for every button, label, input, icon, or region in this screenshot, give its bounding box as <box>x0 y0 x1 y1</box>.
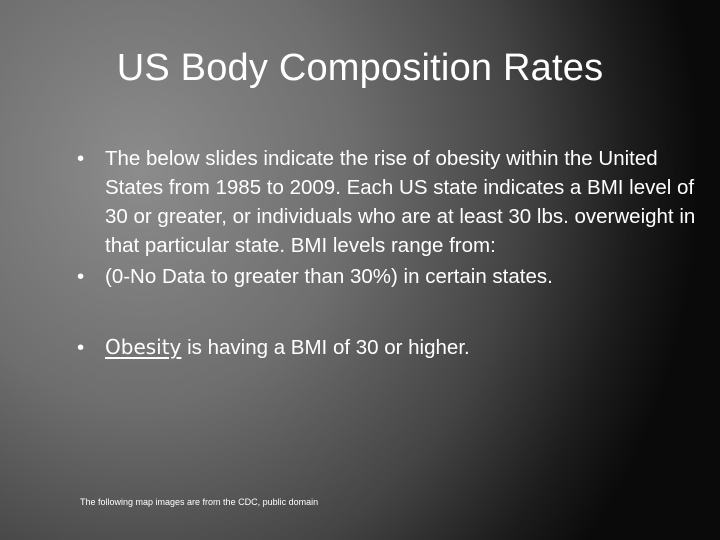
bullet-item-description: • The below slides indicate the rise of … <box>77 144 705 260</box>
footnote: The following map images are from the CD… <box>80 497 319 507</box>
bullet-marker: • <box>77 147 85 170</box>
slide-title-text: US Body Composition Rates <box>116 47 604 89</box>
bullet-list: • The below slides indicate the rise of … <box>77 144 697 362</box>
bullet-marker: • <box>77 265 85 288</box>
bullet-text-description: The below slides indicate the rise of ob… <box>105 147 696 257</box>
bullet-item-obesity: • Obesity is having a BMI of 30 or highe… <box>77 333 697 362</box>
bullet-text-obesity: is having a BMI of 30 or higher. <box>181 336 470 359</box>
bullet-marker: • <box>77 336 85 359</box>
slide-title: US Body Composition Rates <box>0 44 720 92</box>
obesity-link[interactable]: Obesity <box>105 335 182 359</box>
bullet-text-range: (0-No Data to greater than 30%) in certa… <box>105 265 553 288</box>
bullet-item-range: • (0-No Data to greater than 30%) in cer… <box>77 262 697 291</box>
